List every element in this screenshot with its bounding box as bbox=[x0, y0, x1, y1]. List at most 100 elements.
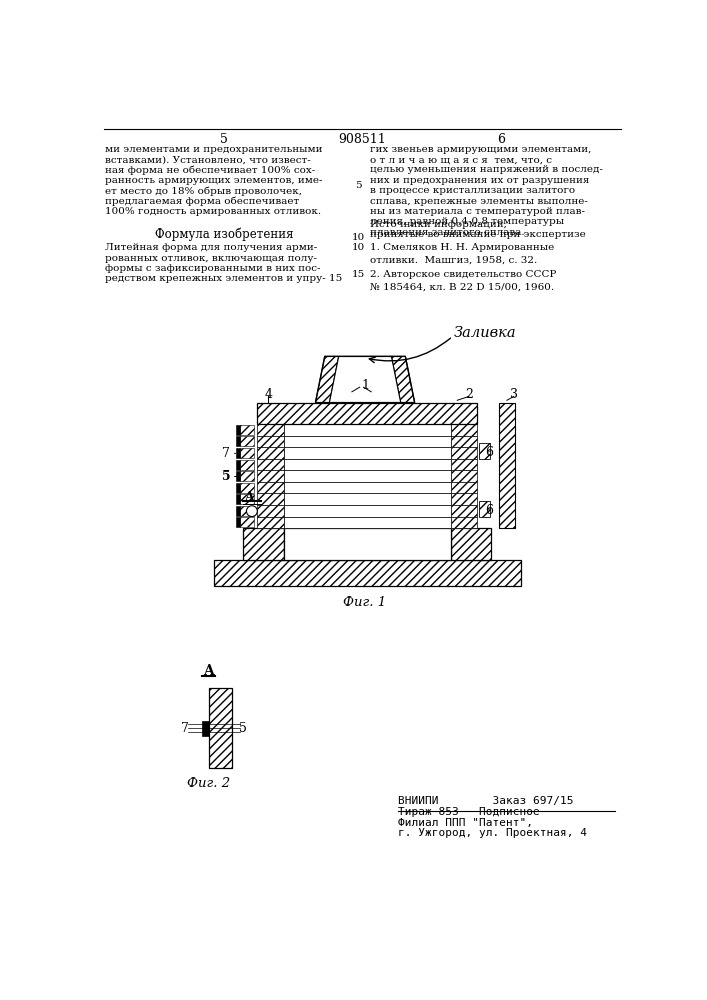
Bar bbox=[284, 459, 451, 470]
Bar bbox=[284, 517, 451, 528]
Circle shape bbox=[247, 506, 257, 517]
Bar bbox=[451, 447, 477, 459]
Text: них и предохранения их от разрушения: них и предохранения их от разрушения bbox=[370, 176, 589, 185]
Text: ная форма не обеспечивает 100% сох-: ная форма не обеспечивает 100% сох- bbox=[105, 165, 315, 175]
Bar bbox=[257, 447, 284, 459]
Text: Тираж 853   Подписное: Тираж 853 Подписное bbox=[398, 807, 540, 817]
Text: отливки.  Машгиз, 1958, с. 32.: отливки. Машгиз, 1958, с. 32. bbox=[370, 255, 537, 264]
Text: ВНИИПИ        Заказ 697/15: ВНИИПИ Заказ 697/15 bbox=[398, 796, 574, 806]
Text: ранность армирующих элементов, име-: ранность армирующих элементов, име- bbox=[105, 176, 323, 185]
Text: Литейная форма для получения арми-: Литейная форма для получения арми- bbox=[105, 243, 317, 252]
Text: редством крепежных элементов и упру- 15: редством крепежных элементов и упру- 15 bbox=[105, 274, 343, 283]
Bar bbox=[235, 471, 240, 481]
Text: 1: 1 bbox=[361, 379, 369, 392]
Bar bbox=[257, 505, 284, 517]
Bar bbox=[240, 517, 255, 527]
Text: принятые во внимание при экспертизе: принятые во внимание при экспертизе bbox=[370, 230, 585, 239]
Bar bbox=[235, 448, 240, 458]
Text: A: A bbox=[244, 491, 254, 504]
Text: формы с зафиксированными в них пос-: формы с зафиксированными в них пос- bbox=[105, 264, 321, 273]
Bar bbox=[284, 528, 451, 560]
Text: ления, равной 0,4-0,8 температуры: ления, равной 0,4-0,8 температуры bbox=[370, 217, 563, 226]
Bar bbox=[451, 459, 477, 470]
Bar bbox=[257, 470, 284, 482]
Bar bbox=[257, 517, 284, 528]
Text: 4: 4 bbox=[264, 388, 272, 401]
Polygon shape bbox=[329, 356, 401, 403]
Text: Фиг. 2: Фиг. 2 bbox=[187, 777, 230, 790]
Text: рованных отливок, включающая полу-: рованных отливок, включающая полу- bbox=[105, 254, 317, 263]
Bar bbox=[499, 403, 515, 528]
Text: 10: 10 bbox=[352, 233, 366, 242]
Text: 7: 7 bbox=[223, 447, 230, 460]
Bar bbox=[284, 424, 451, 436]
Text: 6: 6 bbox=[485, 504, 493, 517]
Bar bbox=[235, 517, 240, 527]
Text: ет место до 18% обрыв проволочек,: ет место до 18% обрыв проволочек, bbox=[105, 186, 303, 196]
Bar bbox=[479, 443, 490, 459]
Text: 908511: 908511 bbox=[338, 133, 386, 146]
Text: A: A bbox=[203, 664, 214, 678]
Text: 7: 7 bbox=[181, 722, 189, 735]
Text: гих звеньев армирующими элементами,: гих звеньев армирующими элементами, bbox=[370, 145, 591, 154]
Bar bbox=[240, 436, 255, 446]
Bar bbox=[284, 505, 451, 517]
Bar bbox=[235, 460, 240, 470]
Text: предлагаемая форма обеспечивает: предлагаемая форма обеспечивает bbox=[105, 197, 300, 206]
Bar bbox=[257, 482, 284, 493]
Bar bbox=[479, 501, 490, 517]
Bar bbox=[284, 470, 451, 482]
Text: Источники информации,: Источники информации, bbox=[370, 220, 507, 229]
Bar bbox=[284, 447, 451, 459]
Bar bbox=[257, 424, 284, 436]
Text: г. Ужгород, ул. Проектная, 4: г. Ужгород, ул. Проектная, 4 bbox=[398, 828, 588, 838]
Bar bbox=[209, 688, 232, 768]
Text: Филиал ППП "Патент",: Филиал ППП "Патент", bbox=[398, 818, 533, 828]
Bar bbox=[284, 436, 451, 447]
Bar bbox=[284, 493, 451, 505]
Text: 15: 15 bbox=[352, 270, 366, 279]
Text: 5: 5 bbox=[220, 133, 228, 146]
Bar bbox=[257, 403, 477, 424]
Text: Заливка: Заливка bbox=[454, 326, 517, 340]
Text: 6: 6 bbox=[497, 133, 505, 146]
Text: Формула изобретения: Формула изобретения bbox=[155, 228, 293, 241]
Text: 5: 5 bbox=[239, 722, 247, 735]
Text: 3: 3 bbox=[510, 388, 518, 401]
Bar bbox=[240, 506, 255, 516]
Text: о т л и ч а ю щ а я с я  тем, что, с: о т л и ч а ю щ а я с я тем, что, с bbox=[370, 155, 551, 164]
Bar bbox=[451, 528, 491, 560]
Text: Фиг. 1: Фиг. 1 bbox=[344, 596, 387, 609]
Text: ми элементами и предохранительными: ми элементами и предохранительными bbox=[105, 145, 323, 154]
Text: сплава, крепежные элементы выполне-: сплава, крепежные элементы выполне- bbox=[370, 197, 588, 206]
Text: плавления залитого сплава.: плавления залитого сплава. bbox=[370, 228, 525, 237]
Bar bbox=[235, 506, 240, 516]
Bar bbox=[235, 494, 240, 504]
Text: целью уменьшения напряжений в послед-: целью уменьшения напряжений в послед- bbox=[370, 165, 602, 174]
Bar bbox=[240, 483, 255, 493]
Bar bbox=[284, 482, 451, 493]
Text: ны из материала с температурой плав-: ны из материала с температурой плав- bbox=[370, 207, 585, 216]
Bar bbox=[257, 459, 284, 470]
Text: 10: 10 bbox=[352, 243, 366, 252]
Bar bbox=[240, 460, 255, 470]
Bar bbox=[451, 493, 477, 505]
Bar bbox=[235, 436, 240, 446]
Bar bbox=[240, 448, 255, 458]
Text: 2: 2 bbox=[465, 388, 473, 401]
Polygon shape bbox=[315, 356, 339, 403]
Text: 1. Смеляков Н. Н. Армированные: 1. Смеляков Н. Н. Армированные bbox=[370, 243, 554, 252]
Polygon shape bbox=[392, 356, 414, 403]
Bar bbox=[202, 721, 209, 736]
Text: вставками). Установлено, что извест-: вставками). Установлено, что извест- bbox=[105, 155, 311, 164]
Bar bbox=[451, 517, 477, 528]
Bar bbox=[240, 471, 255, 481]
Bar bbox=[451, 505, 477, 517]
Text: 5: 5 bbox=[222, 470, 230, 483]
Text: 5: 5 bbox=[356, 181, 362, 190]
Bar bbox=[451, 470, 477, 482]
Text: 6: 6 bbox=[485, 446, 493, 459]
Text: № 185464, кл. В 22 D 15/00, 1960.: № 185464, кл. В 22 D 15/00, 1960. bbox=[370, 282, 554, 291]
Text: 2. Авторское свидетельство СССР: 2. Авторское свидетельство СССР bbox=[370, 270, 556, 279]
Bar bbox=[243, 528, 284, 560]
